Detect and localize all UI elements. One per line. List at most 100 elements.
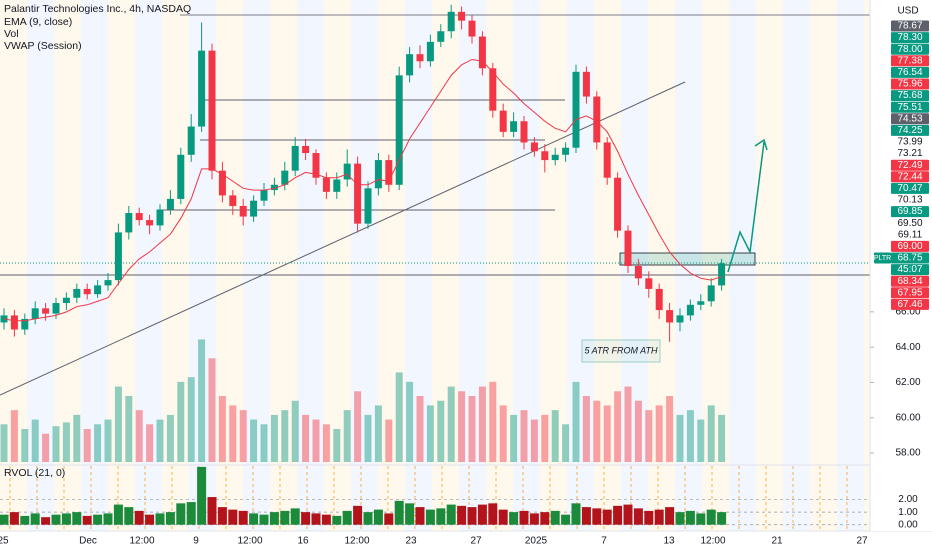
legend: Palantir Technologies Inc., 4h, NASDAQ E…: [4, 3, 191, 479]
ema-line: [3, 58, 722, 322]
candle-body: [385, 160, 393, 185]
volume-bar: [146, 424, 154, 462]
candle-body: [125, 213, 133, 233]
volume-bar: [530, 419, 538, 462]
rvol-bar: [30, 513, 40, 525]
rvol-bar: [696, 513, 706, 525]
rvol-bar: [103, 513, 113, 525]
symbol-tag-bg: [874, 252, 891, 264]
price-label: 67.46: [897, 299, 922, 310]
volume-bar: [10, 410, 18, 462]
candle-body: [42, 308, 50, 314]
x-tick-label: 27: [856, 536, 868, 547]
session-band: [810, 0, 837, 531]
price-label: 75.51: [897, 102, 922, 113]
rvol-bar: [93, 514, 103, 525]
price-label: 75.96: [897, 79, 922, 90]
price-label-bg: [891, 32, 929, 44]
candle-body: [135, 213, 143, 221]
volume-bar: [426, 405, 434, 462]
session-band: [459, 0, 486, 531]
volume-bar: [551, 410, 559, 462]
price-label: 75.68: [897, 90, 922, 101]
rvol-bar: [592, 508, 602, 525]
rvol-bar: [217, 507, 227, 525]
x-tick-label: 16: [297, 536, 309, 547]
candle-body: [322, 177, 330, 192]
candle-body: [270, 184, 278, 191]
rvol-bar: [415, 507, 425, 525]
price-label-bg: [891, 240, 929, 252]
volume-bar: [582, 396, 590, 462]
volume-bar: [187, 377, 195, 462]
candle-body: [250, 200, 258, 217]
arrow: [727, 141, 765, 273]
x-tick-label: 21: [771, 536, 783, 547]
currency: USD: [897, 6, 918, 17]
price-label-bg: [891, 113, 929, 125]
volume-bar: [478, 386, 486, 462]
session-band: [405, 0, 432, 531]
legend-entry: Palantir Technologies Inc., 4h, NASDAQ: [4, 3, 191, 15]
candle-body: [406, 54, 414, 76]
rvol-bar: [82, 515, 92, 525]
candle-body: [198, 50, 206, 127]
candle-body: [572, 71, 580, 148]
session-band: [81, 0, 108, 531]
rvol-bar: [41, 517, 51, 525]
candle-body: [489, 68, 497, 111]
volume-bar: [21, 429, 29, 462]
price-label-bg: [891, 252, 929, 264]
rvol-tick-label: 0.00: [898, 519, 918, 530]
price-label-bg: [891, 194, 929, 206]
rvol-bar: [269, 512, 279, 525]
price-label-bg: [891, 264, 929, 276]
candle-body: [21, 318, 29, 330]
price-label-bg: [891, 217, 929, 229]
volume-bar: [114, 386, 122, 462]
price-label-bg: [891, 136, 929, 148]
price-label-bg: [891, 20, 929, 32]
candle-body: [291, 145, 299, 171]
annotation: 5 ATR FROM ATH: [585, 345, 658, 355]
price-label-bg: [891, 55, 929, 67]
price-label-bg: [891, 298, 929, 310]
session-band: [27, 0, 54, 531]
volume-bar: [707, 405, 715, 462]
rvol-bar: [238, 510, 248, 525]
volume-bar: [291, 400, 299, 462]
candle-body: [562, 147, 570, 155]
candle-body: [468, 20, 476, 37]
candle-body: [52, 303, 60, 314]
rvol-bar: [581, 507, 591, 525]
legend-entry: VWAP (Session): [4, 40, 82, 52]
price-label: 78.30: [897, 32, 922, 43]
rvol-bar: [519, 510, 529, 525]
candle-body: [343, 163, 351, 180]
volume-bar: [302, 414, 310, 462]
rvol-bar: [644, 510, 654, 525]
candle-body: [499, 110, 507, 132]
volume-bar: [166, 414, 174, 462]
volume-bar: [52, 426, 60, 462]
price-label: 68.75: [897, 253, 922, 264]
rvol-bar: [561, 514, 571, 525]
volume-bar: [603, 405, 611, 462]
volume-bar: [458, 391, 466, 462]
candle-body: [354, 163, 362, 224]
price-label-bg: [891, 159, 929, 171]
volume-bar: [312, 419, 320, 462]
candle-body: [458, 11, 466, 21]
candle-body: [395, 75, 403, 185]
rvol-bar: [176, 503, 186, 525]
session-band: [675, 0, 702, 531]
session-band: [324, 0, 351, 531]
candle-body: [208, 50, 216, 171]
candle-body: [218, 170, 226, 196]
rvol-title: RVOL (21, 0): [4, 467, 65, 479]
symbol-tag: PLTR: [874, 255, 891, 262]
x-tick-label: 9: [193, 536, 199, 547]
candle-body: [541, 151, 549, 161]
rvol-bar: [633, 508, 643, 525]
rvol-bar: [665, 507, 675, 525]
